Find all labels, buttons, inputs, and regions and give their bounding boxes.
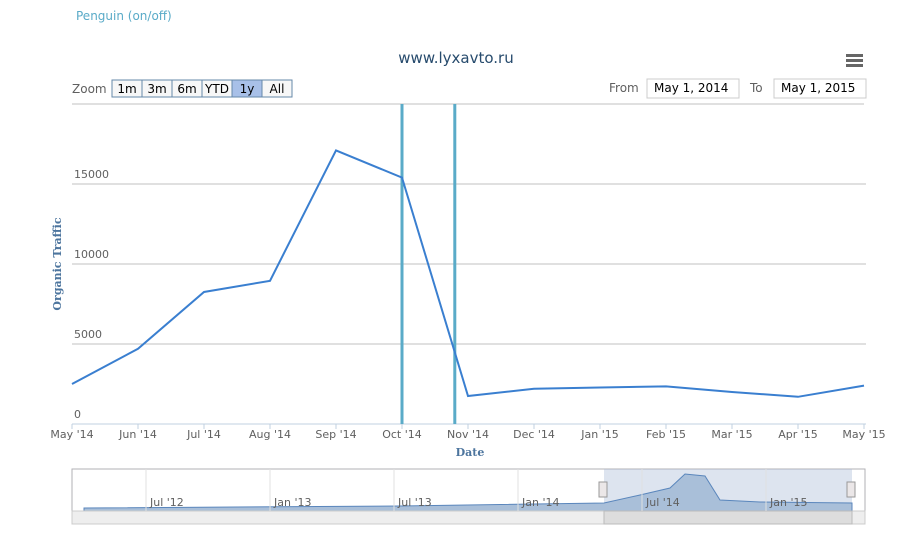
menu-bar bbox=[846, 59, 863, 62]
x-tick-label: Aug '14 bbox=[249, 428, 291, 441]
zoom-button[interactable]: 1m bbox=[111, 79, 143, 98]
x-tick-label: Feb '15 bbox=[646, 428, 686, 441]
scrollbar-thumb[interactable] bbox=[603, 510, 853, 525]
series-toggle[interactable]: Penguin (on/off) bbox=[76, 9, 172, 23]
x-tick-label: Dec '14 bbox=[513, 428, 555, 441]
x-tick-label: Apr '15 bbox=[778, 428, 818, 441]
x-tick-label: May '15 bbox=[842, 428, 885, 441]
navigator-label: Jul '14 bbox=[645, 496, 680, 509]
y-tick-label: 15000 bbox=[74, 168, 109, 181]
x-axis-title: Date bbox=[456, 446, 485, 459]
y-tick-label: 5000 bbox=[74, 328, 102, 341]
to-value: May 1, 2015 bbox=[781, 81, 855, 95]
navigator-label: Jan '14 bbox=[521, 496, 559, 509]
zoom-button-label: 3m bbox=[147, 82, 166, 96]
zoom-button-label: All bbox=[270, 82, 285, 96]
x-tick-label: Jul '14 bbox=[186, 428, 221, 441]
from-label: From bbox=[609, 81, 639, 95]
zoom-label: Zoom bbox=[72, 82, 107, 96]
x-tick-label: Oct '14 bbox=[382, 428, 422, 441]
navigator[interactable] bbox=[71, 468, 866, 525]
zoom-button[interactable]: YTD bbox=[201, 79, 233, 98]
navigator-label: Jan '13 bbox=[273, 496, 311, 509]
chart-title: www.lyxavto.ru bbox=[398, 49, 513, 67]
navigator-handle[interactable] bbox=[598, 481, 608, 498]
y-axis-title: Organic Traffic bbox=[51, 217, 64, 310]
zoom-button-label: 6m bbox=[177, 82, 196, 96]
zoom-button-label: YTD bbox=[204, 82, 229, 96]
line-series bbox=[71, 149, 865, 398]
navigator-labels: Jul '12 Jan '13 Jul '13 Jan '14 Jul '14 Jan '… bbox=[145, 469, 807, 511]
zoom-button[interactable]: 3m bbox=[141, 79, 173, 98]
x-tick-label: Jan '15 bbox=[580, 428, 618, 441]
navigator-label: Jul '12 bbox=[149, 496, 184, 509]
x-tick-label: Nov '14 bbox=[447, 428, 489, 441]
x-tick-label: Jun '14 bbox=[118, 428, 157, 441]
menu-bar bbox=[846, 54, 863, 57]
to-label: To bbox=[749, 81, 763, 95]
menu-bar bbox=[846, 64, 863, 67]
x-tick-label: Mar '15 bbox=[711, 428, 752, 441]
zoom-button[interactable]: 6m bbox=[171, 79, 203, 98]
navigator-label: Jan '15 bbox=[769, 496, 807, 509]
y-tick-label: 0 bbox=[74, 408, 81, 421]
zoom-buttons: 1m 3m 6m YTD 1y All bbox=[111, 79, 293, 98]
zoom-button-label: 1y bbox=[240, 82, 255, 96]
x-tick-label: Sep '14 bbox=[315, 428, 356, 441]
zoom-button-label: 1m bbox=[117, 82, 136, 96]
zoom-button[interactable]: 1y bbox=[231, 79, 263, 98]
menu-button[interactable] bbox=[846, 54, 863, 67]
navigator-label: Jul '13 bbox=[397, 496, 432, 509]
from-value: May 1, 2014 bbox=[654, 81, 728, 95]
y-tick-label: 10000 bbox=[74, 248, 109, 261]
zoom-button-bg bbox=[261, 79, 293, 98]
zoom-button[interactable]: All bbox=[261, 79, 293, 98]
to-input[interactable] bbox=[773, 78, 867, 99]
from-input[interactable] bbox=[646, 78, 740, 99]
x-tick-label: May '14 bbox=[50, 428, 93, 441]
navigator-handle[interactable] bbox=[846, 481, 856, 498]
